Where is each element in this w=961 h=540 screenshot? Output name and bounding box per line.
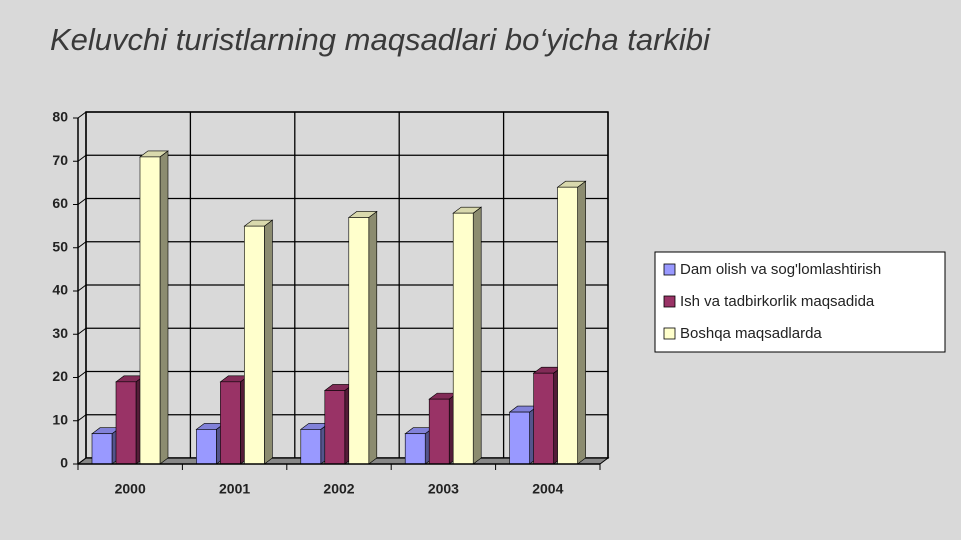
x-tick-label: 2003 [428,481,459,497]
bar [139,150,169,465]
grid-line [77,414,87,422]
bar-front [115,381,137,465]
y-tick-label: 50 [52,238,68,254]
bar [243,219,274,465]
y-tick-label: 80 [52,109,68,125]
bar-front [300,429,322,465]
bar-side [472,206,482,465]
grid-line [77,327,87,335]
y-tick-label: 10 [52,411,68,427]
legend-label: Boshqa maqsadlarda [680,325,822,342]
bar-front [244,225,265,465]
grid-line [77,241,87,249]
legend-label: Dam olish va sog'lomlashtirish [680,261,881,278]
grid-line [77,457,87,465]
bar-side [159,150,169,465]
legend-swatch [663,295,676,308]
bar [452,206,483,465]
bar [299,422,330,465]
bar [556,180,587,465]
bar [347,210,378,465]
bar-front [91,433,113,465]
bar-front [139,156,161,465]
chart-title: Keluvchi turistlarning maqsadlari bo‘yic… [50,22,711,57]
y-tick-label: 0 [60,455,68,471]
legend-box [654,251,946,353]
legend-swatch [663,263,676,276]
bar-side [368,210,378,465]
bar-side [264,219,273,465]
bar-front [557,186,578,465]
y-tick-label: 70 [52,152,68,168]
grid-line [77,111,87,119]
legend-swatch [663,327,676,340]
x-tick-label: 2001 [219,481,250,497]
bar-front [452,212,474,465]
y-tick-label: 20 [52,368,68,384]
bar-front [324,390,346,465]
bar-front [196,429,217,465]
x-tick-label: 2002 [323,481,354,497]
bar-front [220,381,241,465]
bar-front [533,372,554,465]
bar-side [577,180,586,465]
y-tick-label: 30 [52,325,68,341]
grid-line [77,371,87,378]
legend-label: Ish va tadbirkorlik maqsadida [680,293,875,310]
grid-line [77,284,87,292]
bar-front [509,411,530,465]
grid-line [77,198,87,205]
y-tick-label: 40 [52,282,68,298]
y-tick-label: 60 [52,195,68,211]
bar-front [348,217,370,465]
x-tick-label: 2004 [532,481,563,497]
grid-line [77,154,87,162]
bar-front [404,433,426,465]
x-tick-label: 2000 [115,481,146,497]
bar-front [428,398,450,465]
